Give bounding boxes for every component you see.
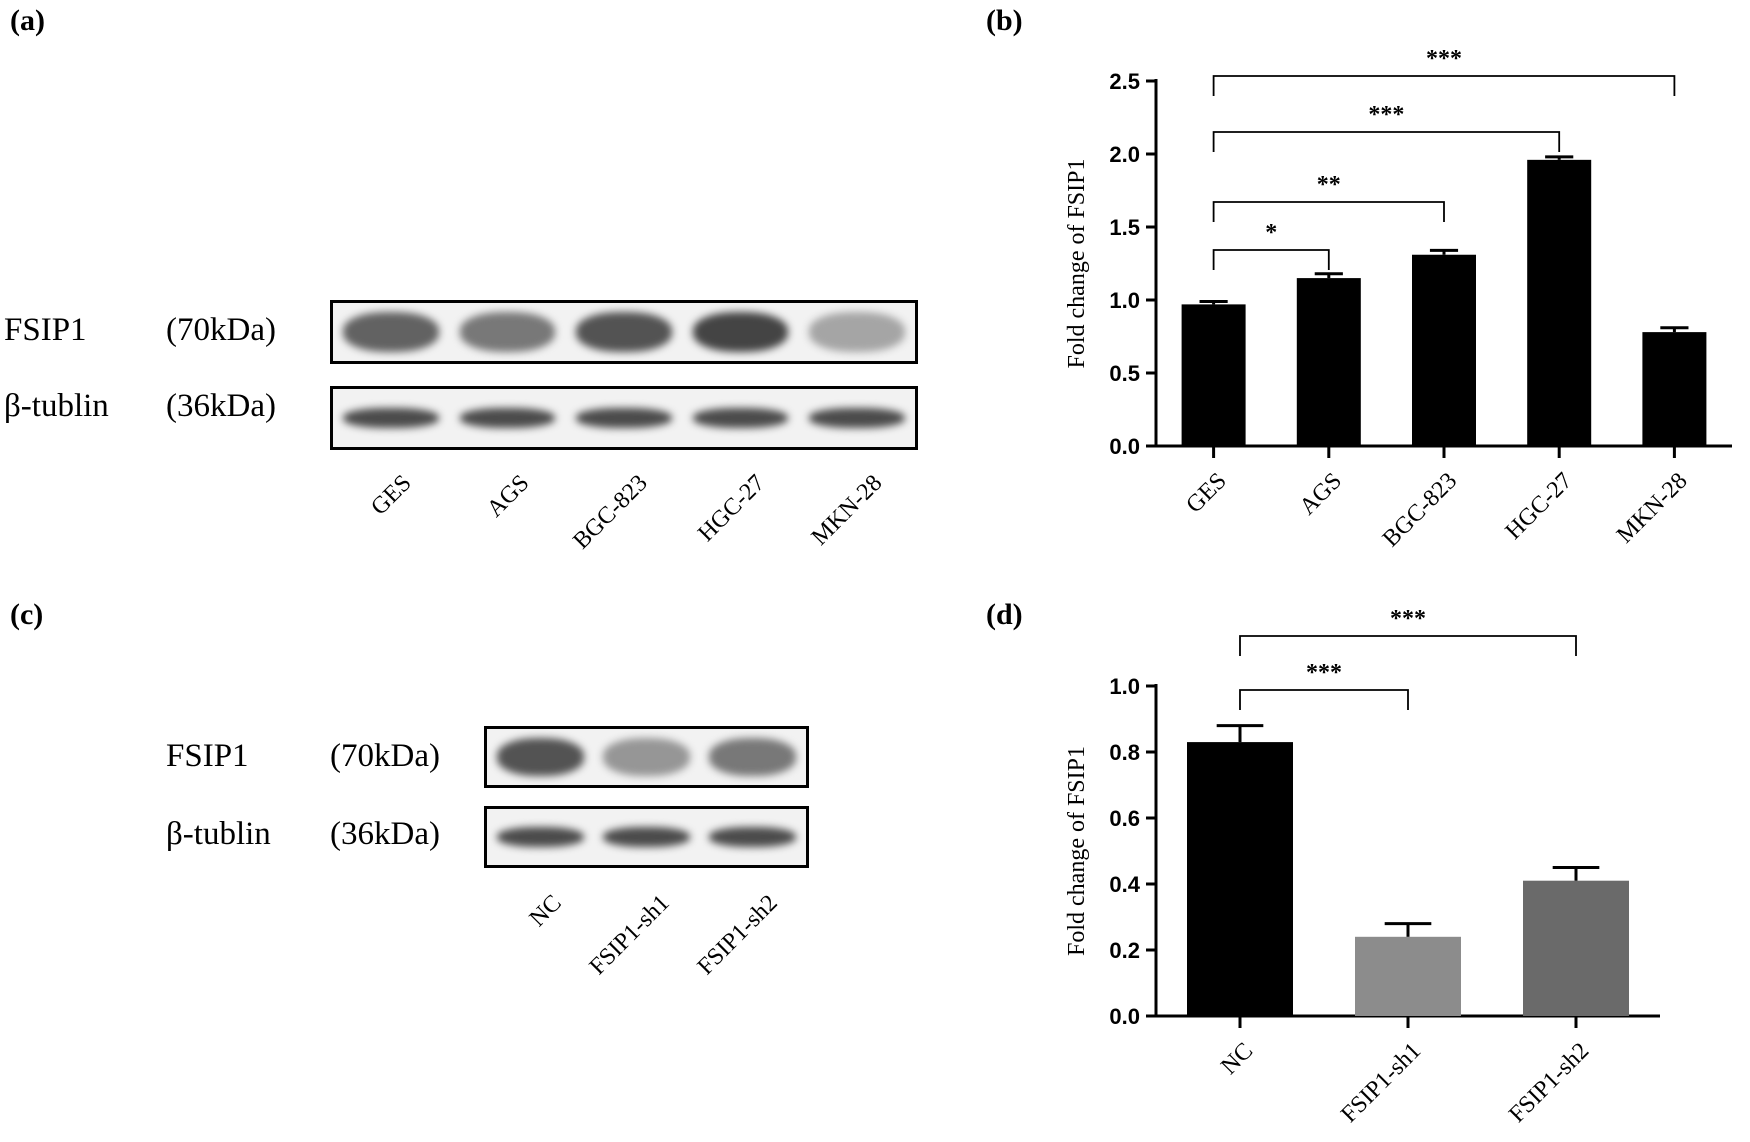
blot-band — [602, 738, 691, 776]
y-tick-label: 0.4 — [1109, 872, 1140, 897]
significance-label: * — [1265, 220, 1277, 246]
blot-c-tublin-strip — [484, 806, 809, 868]
blot-band — [602, 827, 691, 847]
panel-label-d: (d) — [986, 598, 1023, 631]
y-tick-label: 2.0 — [1109, 142, 1140, 167]
y-tick-label: 1.5 — [1109, 215, 1140, 240]
y-tick-label: 0.2 — [1109, 938, 1140, 963]
bar — [1181, 304, 1246, 446]
x-tick-label: NC — [1216, 1038, 1258, 1080]
bar — [1523, 880, 1629, 1016]
significance-bracket — [1212, 201, 1445, 222]
blot-a-row1-protein: FSIP1 — [4, 312, 87, 348]
bar — [1642, 332, 1707, 446]
y-tick-label: 0.5 — [1109, 361, 1140, 386]
blot-a-row2-protein: β-tublin — [4, 388, 109, 424]
x-tick-label: FSIP1-sh2 — [1504, 1038, 1594, 1128]
blot-c-row2-weight: (36kDa) — [330, 816, 440, 852]
blot-a-row2-weight: (36kDa) — [166, 388, 276, 424]
panel-label-a: (a) — [10, 4, 45, 37]
y-tick-label: 0.0 — [1109, 434, 1140, 459]
y-axis-label: Fold change of FSIP1 — [1064, 746, 1090, 956]
panel-label-b: (b) — [986, 4, 1023, 37]
blot-band — [692, 408, 789, 428]
blot-band — [343, 312, 439, 352]
bar — [1412, 254, 1476, 446]
significance-bracket — [1212, 249, 1330, 270]
blot-band — [692, 312, 789, 352]
bar — [1296, 278, 1361, 446]
blot-band — [709, 738, 797, 776]
significance-bracket — [1239, 689, 1409, 710]
blot-c-row1-weight: (70kDa) — [330, 738, 440, 774]
blot-a-fsip1-strip — [330, 300, 918, 364]
blot-band — [709, 827, 797, 847]
blot-a-row1-weight: (70kDa) — [166, 312, 276, 348]
blot-band — [496, 738, 584, 776]
blot-band — [459, 408, 556, 428]
blot-c-row1-protein: FSIP1 — [166, 738, 249, 774]
y-tick-label: 0.0 — [1109, 1004, 1140, 1029]
blot-band — [496, 827, 584, 847]
bar — [1355, 936, 1461, 1016]
significance-bracket — [1212, 131, 1561, 152]
y-tick-label: 1.0 — [1109, 288, 1140, 313]
panel-label-c: (c) — [10, 598, 44, 631]
bar — [1527, 159, 1592, 446]
significance-label: *** — [1426, 46, 1462, 72]
blot-band — [809, 312, 905, 352]
y-tick-label: 0.6 — [1109, 806, 1140, 831]
significance-label: *** — [1306, 660, 1342, 686]
blot-c-row2-protein: β-tublin — [166, 816, 271, 852]
y-tick-label: 2.5 — [1109, 69, 1140, 94]
y-axis-label: Fold change of FSIP1 — [1064, 159, 1090, 369]
blot-a-tublin-strip — [330, 386, 918, 450]
significance-label: *** — [1368, 102, 1404, 128]
blot-band — [809, 408, 905, 428]
bar — [1187, 742, 1293, 1016]
blot-c-fsip1-strip — [484, 726, 809, 788]
x-tick-label: FSIP1-sh1 — [1336, 1038, 1426, 1128]
significance-label: *** — [1390, 606, 1426, 632]
y-tick-label: 1.0 — [1109, 674, 1140, 699]
blot-band — [576, 408, 672, 428]
blot-band — [343, 408, 439, 428]
significance-bracket — [1239, 635, 1577, 656]
blot-band — [576, 312, 672, 352]
significance-bracket — [1212, 75, 1676, 96]
y-tick-label: 0.8 — [1109, 740, 1140, 765]
significance-label: ** — [1317, 172, 1341, 198]
blot-band — [459, 312, 556, 352]
